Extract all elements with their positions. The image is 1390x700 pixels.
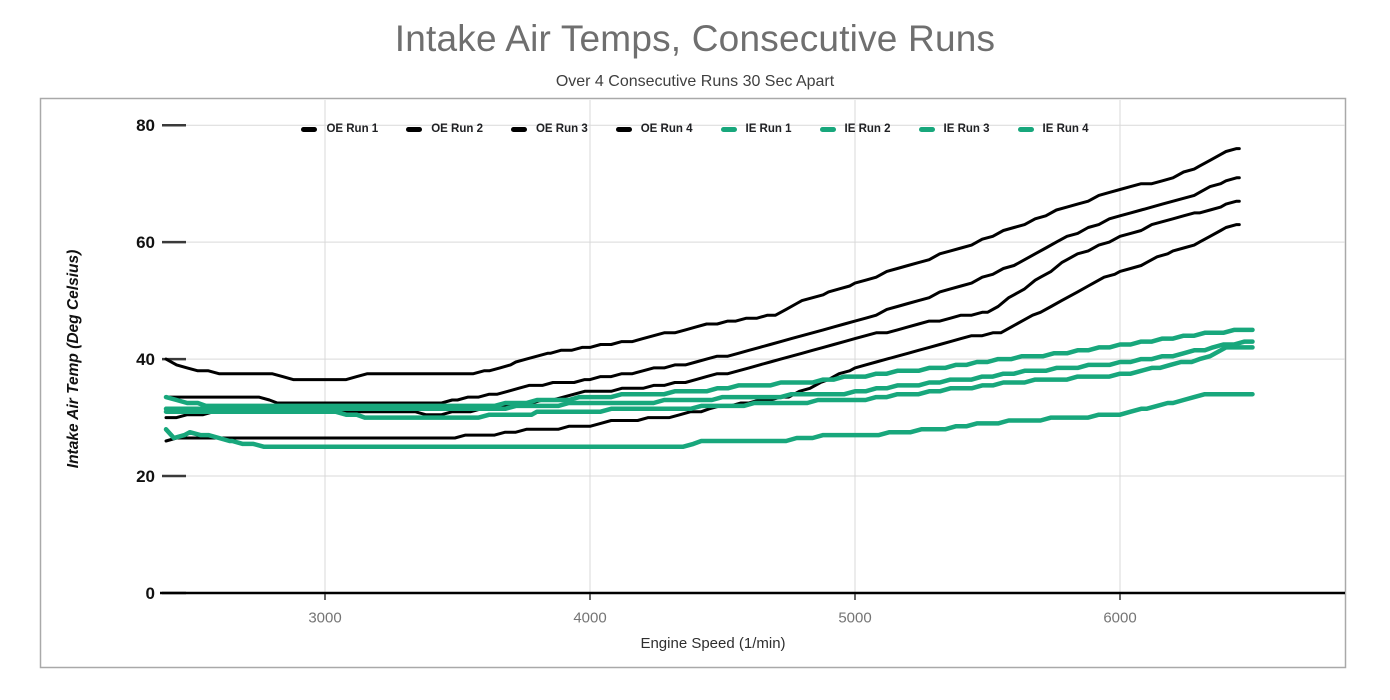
series-line-ie-run-4 [163,327,1255,409]
legend-item-oe-run-2: OE Run 2 [406,123,483,135]
legend-item-ie-run-3: IE Run 3 [918,123,990,135]
y-tick-label-40: 40 [136,350,155,369]
y-tick-label-60: 60 [136,233,155,252]
series-line-oe-run-4 [164,147,1241,382]
legend: OE Run 1 OE Run 2 OE Run 3 OE Run 4 IE Run 1… [160,121,1230,137]
legend-item-oe-run-3: OE Run 3 [510,123,588,135]
legend-swatch-icon [301,126,318,132]
legend-swatch-icon [510,126,527,132]
legend-swatch-icon [406,126,423,132]
tick-labels: 0 20 40 60 80 3000 4000 5000 6000 [136,116,1137,626]
series-line-ie-run-3 [163,339,1255,412]
chart-subtitle: Over 4 Consecutive Runs 30 Sec Apart [555,73,835,90]
legend-label: OE Run 4 [640,123,693,135]
x-tick-label-6000: 6000 [1103,610,1136,627]
legend-swatch-icon [1017,126,1034,132]
chart-title: Intake Air Temps, Consecutive Runs [394,18,996,59]
series-lines [163,147,1255,450]
series-line-ie-run-2 [163,345,1255,420]
x-tick-label-5000: 5000 [838,610,871,627]
legend-item-ie-run-4: IE Run 4 [1017,123,1089,135]
legend-swatch-icon [720,126,737,132]
series-line-oe-run-3 [164,176,1241,405]
legend-item-ie-run-2: IE Run 2 [819,123,891,135]
y-tick-label-80: 80 [136,116,155,135]
legend-item-oe-run-1: OE Run 1 [301,123,378,135]
legend-label: IE Run 4 [1042,123,1089,135]
series-line-oe-run-2 [164,199,1241,420]
legend-label: OE Run 3 [535,123,588,135]
axes [160,123,1345,600]
legend-swatch-icon [615,126,632,132]
legend-label: IE Run 2 [844,123,891,135]
y-axis-title: Intake Air Temp (Deg Celsius) [65,250,82,468]
legend-label: OE Run 2 [431,123,483,135]
legend-label: IE Run 3 [943,123,990,135]
legend-item-ie-run-1: IE Run 1 [720,123,792,135]
legend-item-oe-run-4: OE Run 4 [615,123,693,135]
x-tick-label-3000: 3000 [308,610,341,627]
y-tick-label-0: 0 [146,584,155,603]
plot-panel-border [39,97,1347,669]
legend-label: IE Run 1 [745,123,792,135]
legend-swatch-icon [918,126,935,132]
x-tick-label-4000: 4000 [573,610,606,627]
y-tick-label-20: 20 [136,467,155,486]
x-axis-title: Engine Speed (1/min) [640,635,785,652]
series-line-ie-run-1 [163,391,1255,450]
legend-swatch-icon [819,126,836,132]
legend-label: OE Run 1 [326,123,379,135]
